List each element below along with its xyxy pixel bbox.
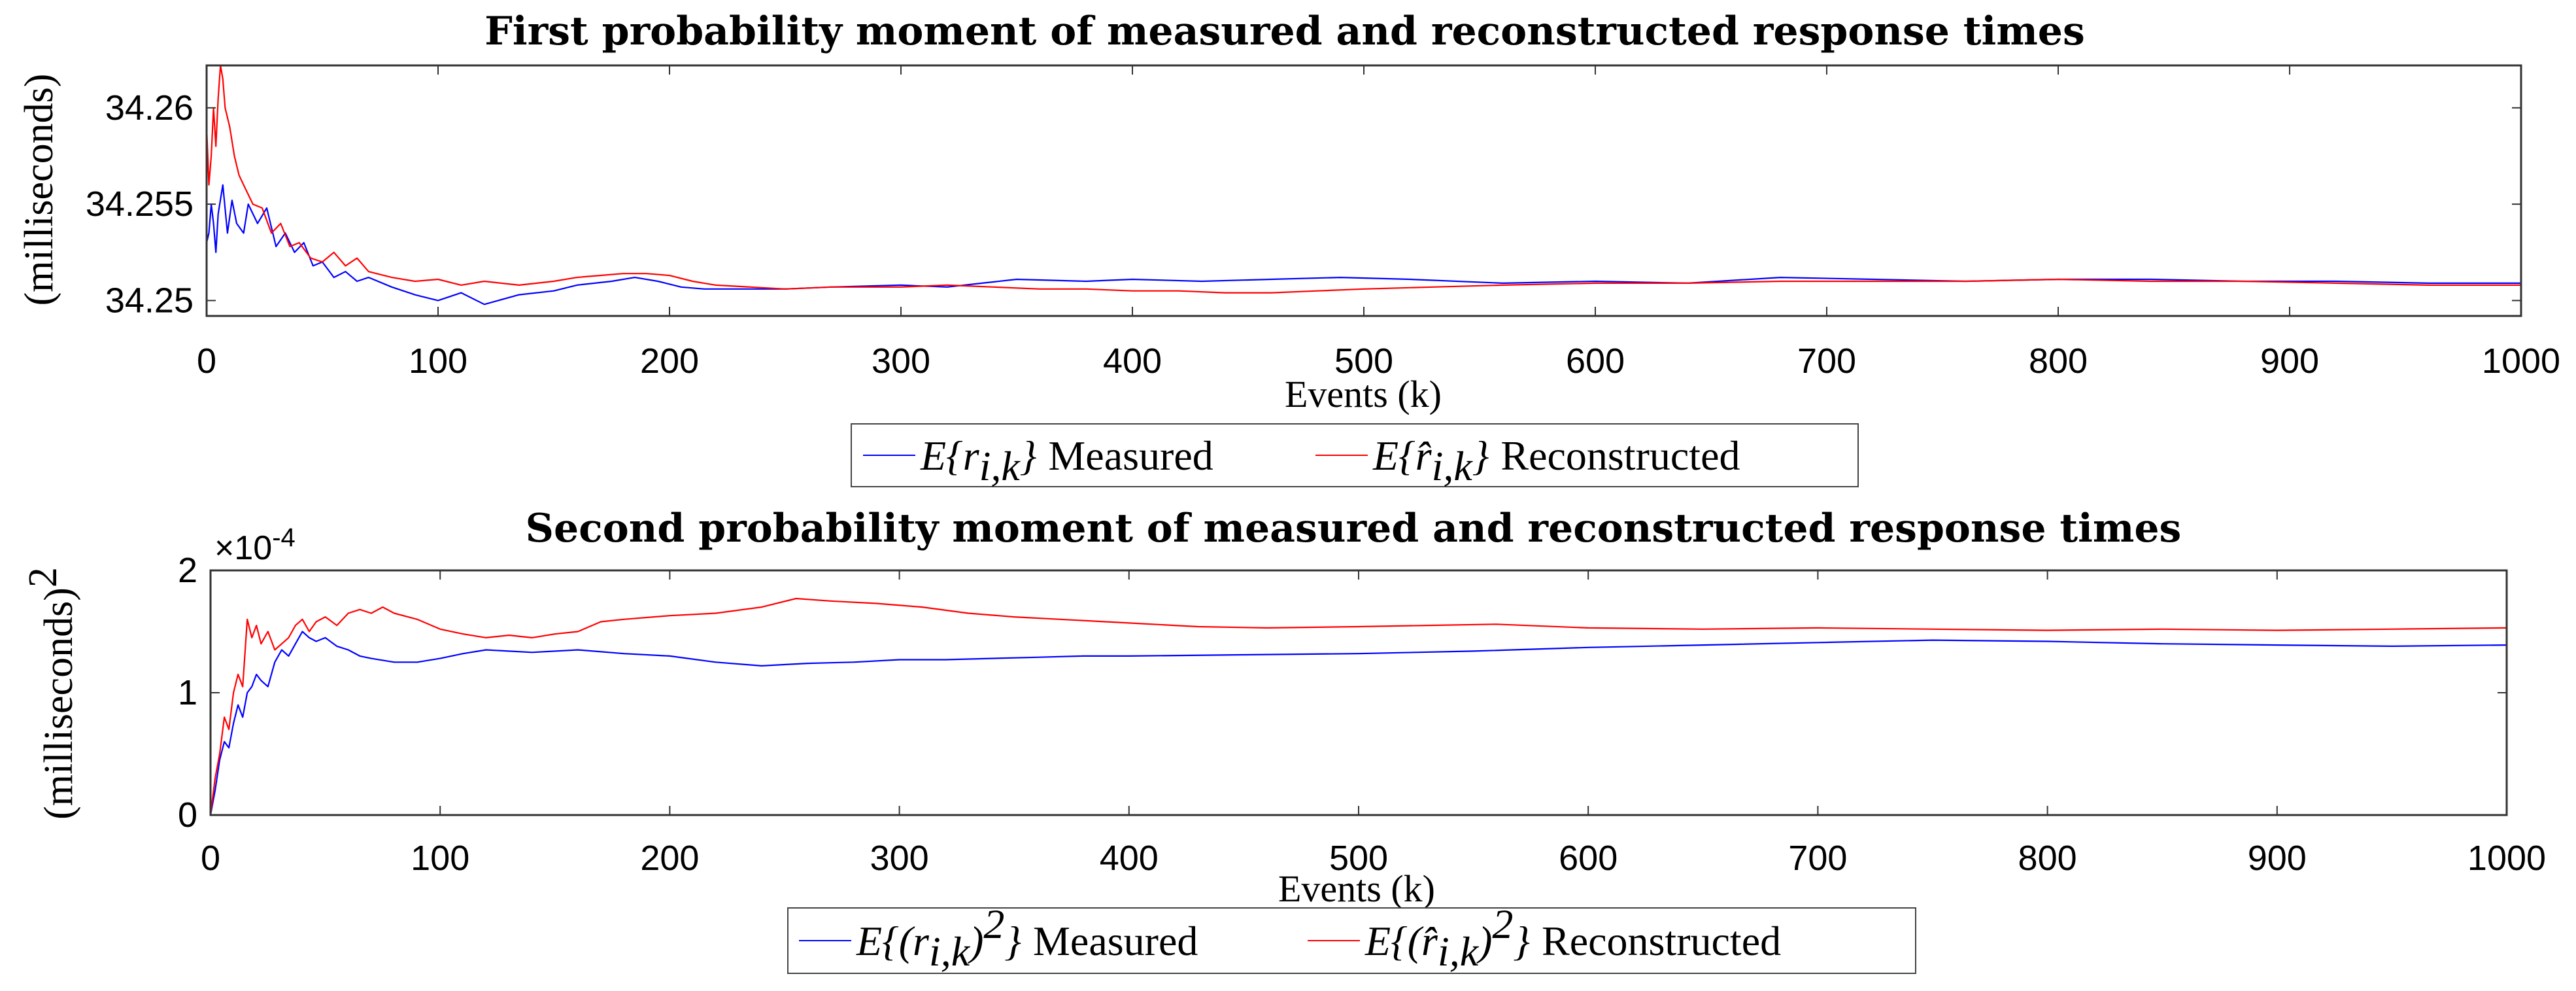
x-axis-label: Events (k): [1278, 867, 1435, 910]
legend-text-reconstructed: Reconstructed: [1542, 918, 1781, 964]
y-tick-label: 1: [178, 673, 197, 712]
legend-item-reconstructed: E{(r̂i,k)2} Reconstructed: [1364, 901, 1781, 975]
top-chart: First probability moment of measured and…: [17, 9, 2560, 489]
x-tick-label: 100: [409, 341, 467, 381]
legend-sub-reconstructed: i,k: [1438, 928, 1480, 975]
x-tick-label: 600: [1559, 839, 1618, 878]
legend-text-measured: Measured: [1048, 432, 1213, 479]
y-tick-label: 0: [178, 795, 197, 835]
x-tick-label: 200: [640, 839, 699, 878]
legend-close2-measured: }: [1004, 918, 1021, 964]
x-tick-label: 900: [2260, 341, 2319, 381]
legend-close-measured: }: [1020, 432, 1037, 479]
x-ticks: 0 100 200 300 400 500 600 700 800 900 1000: [201, 570, 2546, 878]
y-axis-label-power: 2: [21, 567, 65, 587]
x-tick-label: 500: [1329, 839, 1388, 878]
x-tick-label: 400: [1100, 839, 1159, 878]
legend-close-reconstructed: }: [1472, 432, 1489, 479]
legend-math-measured: E{r: [920, 432, 980, 479]
x-tick-label: 500: [1334, 341, 1393, 381]
y-axis-label: (milliseconds)2: [21, 567, 81, 820]
legend-power-reconstructed: 2: [1492, 901, 1513, 947]
legend-close-reconstructed: ): [1476, 918, 1492, 964]
legend-power-measured: 2: [983, 901, 1004, 947]
bottom-chart: Second probability moment of measured an…: [21, 506, 2546, 975]
y-tick-label: 34.255: [86, 184, 194, 224]
x-tick-label: 900: [2248, 839, 2307, 878]
x-tick-label: 0: [197, 341, 216, 381]
x-tick-label: 300: [872, 341, 930, 381]
y-axis-label: (milliseconds): [17, 74, 61, 306]
legend-text-reconstructed: Reconstructed: [1500, 432, 1740, 479]
x-tick-label: 700: [1797, 341, 1856, 381]
legend-item-reconstructed: E{r̂i,k} Reconstructed: [1372, 432, 1740, 489]
legend-text-measured: Measured: [1033, 918, 1198, 964]
axes-box: [209, 569, 2508, 816]
legend: E{(ri,k)2} Measured E{(r̂i,k)2} Reconstruc…: [787, 901, 1916, 975]
y-ticks: 34.25 34.255 34.26: [86, 88, 2521, 320]
axis-multiplier: ×10-4: [214, 523, 296, 567]
legend-math-reconstructed: E{(r̂: [1364, 918, 1438, 964]
legend-item-measured: E{(ri,k)2} Measured: [856, 901, 1198, 975]
chart-title: Second probability moment of measured an…: [526, 506, 2182, 551]
y-axis-label-text: (milliseconds): [37, 587, 81, 820]
x-tick-label: 300: [870, 839, 929, 878]
legend-close2-reconstructed: }: [1513, 918, 1530, 964]
legend: E{ri,k} Measured E{r̂i,k} Reconstructed: [851, 423, 1859, 489]
series-line-reconstructed: [205, 64, 2521, 294]
y-tick-label: 2: [178, 551, 197, 590]
legend-math-reconstructed: E{r̂: [1372, 432, 1432, 479]
x-tick-label: 100: [411, 839, 469, 878]
x-tick-label: 700: [1788, 839, 1847, 878]
axis-multiplier-exponent: -4: [272, 523, 296, 552]
plot-area: [205, 64, 2521, 305]
series-line-measured: [209, 631, 2507, 816]
legend-sub-measured: i,k: [929, 928, 971, 975]
axis-multiplier-base: ×10: [214, 529, 272, 567]
x-tick-label: 800: [2029, 341, 2088, 381]
x-tick-label: 0: [201, 839, 220, 878]
x-tick-label: 400: [1103, 341, 1162, 381]
legend-item-measured: E{ri,k} Measured: [920, 432, 1213, 489]
x-tick-label: 600: [1566, 341, 1625, 381]
y-tick-label: 34.26: [105, 88, 194, 128]
legend-sub-reconstructed: i,k: [1432, 443, 1474, 489]
x-tick-label: 800: [2018, 839, 2077, 878]
y-tick-label: 34.25: [105, 281, 194, 320]
chart-title: First probability moment of measured and…: [484, 9, 2085, 54]
x-tick-label: 200: [640, 341, 699, 381]
x-tick-label: 1000: [2482, 341, 2560, 381]
y-ticks: 0 1 2: [178, 551, 2507, 835]
plot-area: [209, 597, 2507, 816]
x-tick-label: 1000: [2467, 839, 2546, 878]
series-line-reconstructed: [209, 597, 2507, 816]
x-ticks: 0 100 200 300 400 500 600 700 800 900 1000: [197, 65, 2560, 381]
series-line-measured: [205, 184, 2521, 305]
legend-close-measured: ): [967, 918, 983, 964]
legend-sub-measured: i,k: [979, 443, 1021, 489]
x-axis-label: Events (k): [1285, 373, 1442, 415]
legend-math-measured: E{(r: [856, 918, 930, 964]
